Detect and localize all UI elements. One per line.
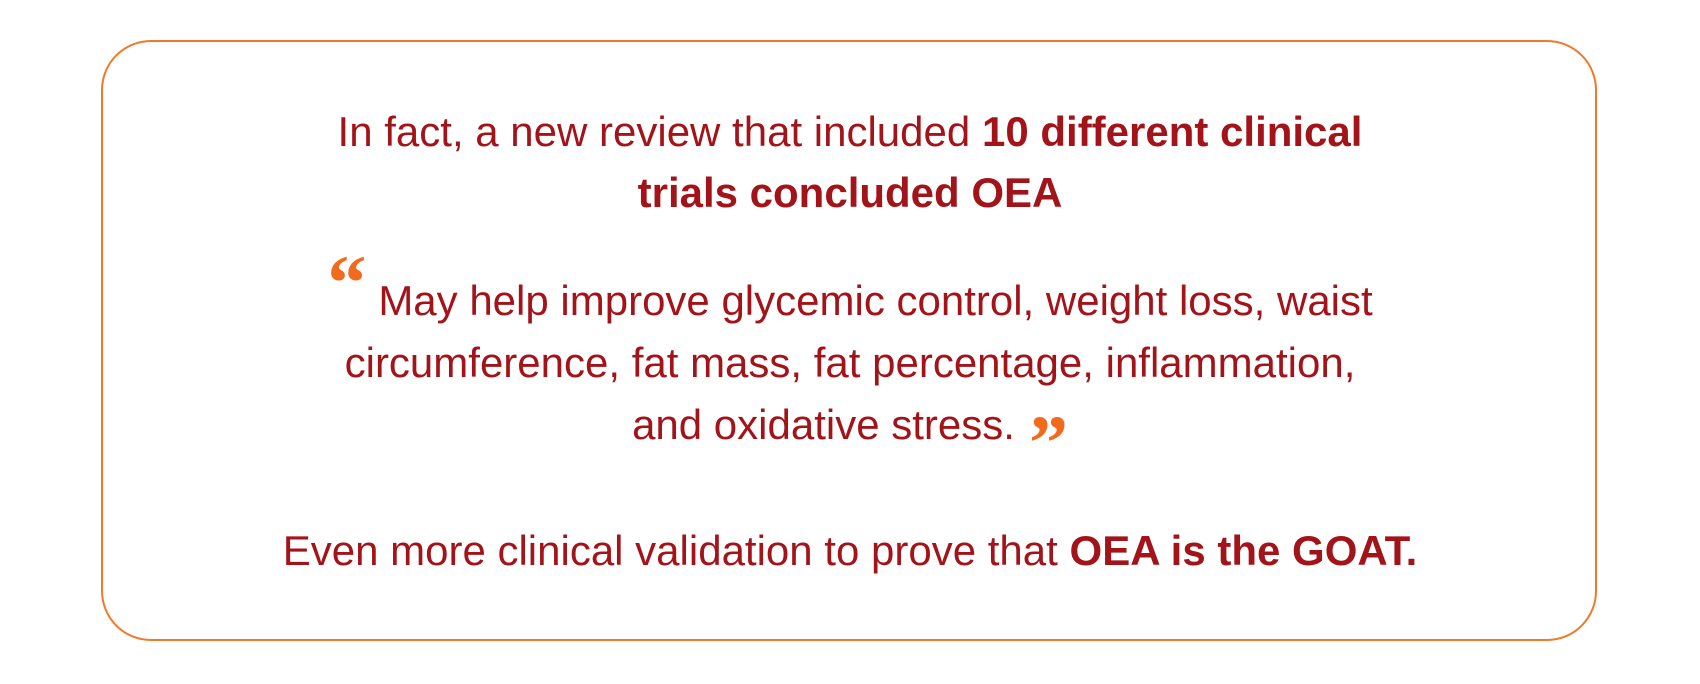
quote-text: and oxidative stress. — [632, 401, 1015, 448]
quote-text: circumference, fat mass, fat percentage,… — [344, 339, 1356, 386]
bold-text: OEA is the GOAT. — [1069, 527, 1418, 574]
quote-text: May help improve glycemic control, weigh… — [378, 277, 1373, 324]
close-quote-mark: ” — [1028, 399, 1068, 486]
intro-line: In fact, a new review that included 10 di… — [0, 107, 1700, 157]
text: Even more clinical validation to prove t… — [282, 527, 1058, 574]
open-quote-mark: “ — [327, 239, 367, 326]
bold-text: 10 different clinical — [981, 108, 1363, 155]
bold-text: trials concluded OEA — [637, 169, 1063, 216]
quote-line: and oxidative stress.” — [0, 400, 1700, 482]
quote-line: circumference, fat mass, fat percentage,… — [0, 338, 1700, 388]
intro-line: trials concluded OEA — [0, 168, 1700, 218]
quote-line: “May help improve glycemic control, weig… — [0, 244, 1700, 326]
closing-line: Even more clinical validation to prove t… — [0, 526, 1700, 576]
text: In fact, a new review that included — [337, 108, 971, 155]
quote-card — [101, 40, 1597, 641]
